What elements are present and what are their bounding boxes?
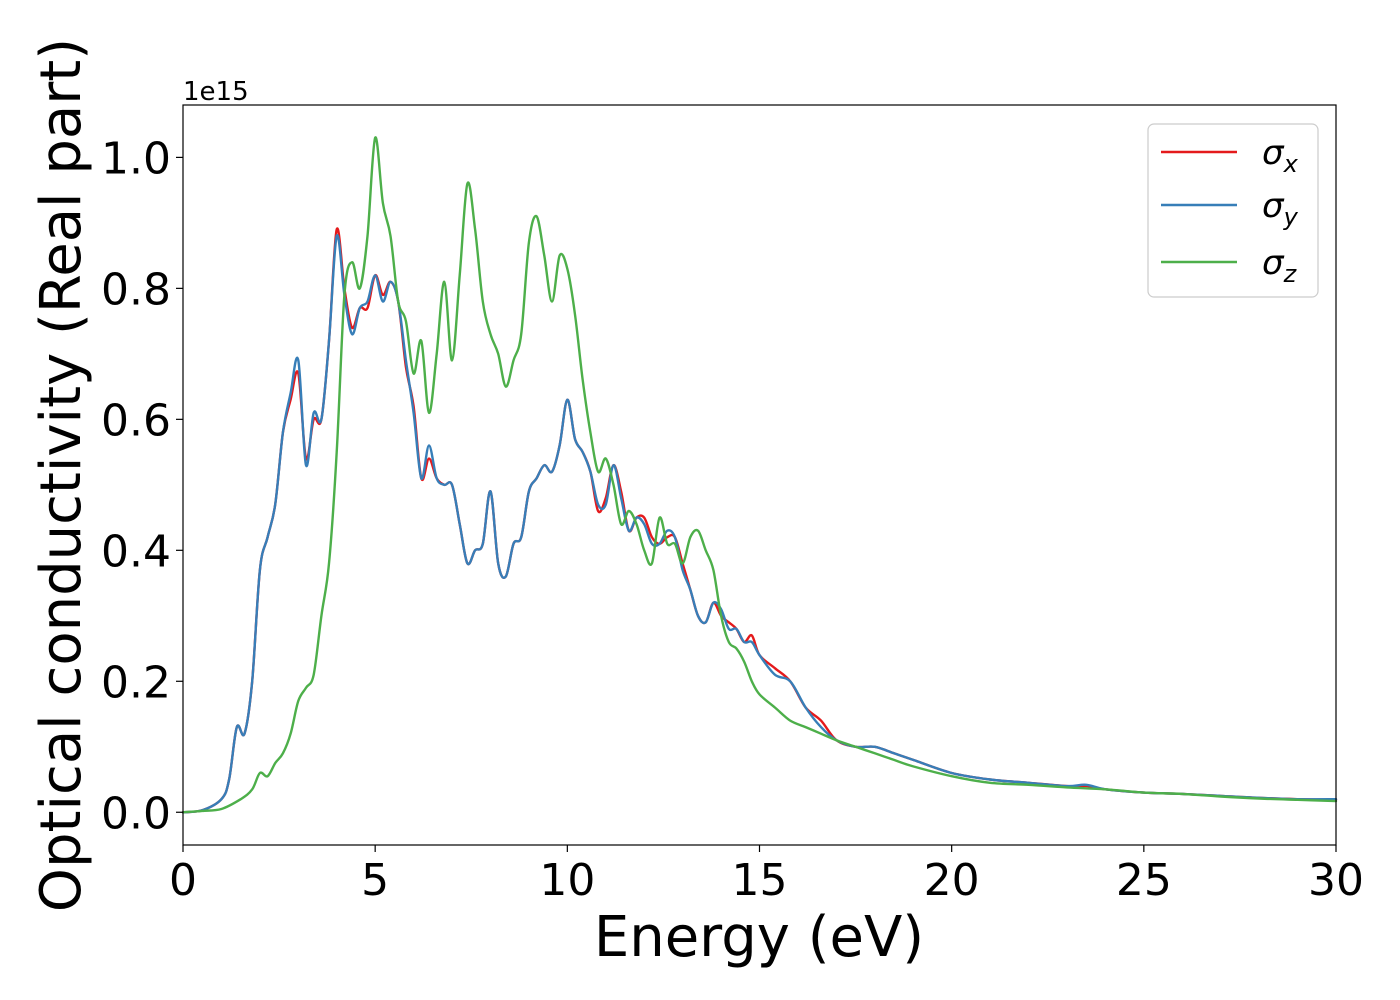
y-tick-label: 0.4 — [101, 526, 171, 577]
legend-box — [1147, 123, 1319, 298]
y-axis: 0.0 0.2 0.4 0.6 0.8 1.0 — [101, 133, 183, 839]
legend-label-x: σx — [1262, 133, 1299, 178]
x-tick-label: 30 — [1308, 855, 1364, 906]
x-tick-label: 25 — [1116, 855, 1172, 906]
y-tick-label: 1.0 — [101, 133, 171, 184]
x-tick-label: 15 — [732, 855, 788, 906]
y-tick-label: 0.8 — [101, 264, 171, 315]
y-tick-label: 0.6 — [101, 395, 171, 446]
legend-label-y: σy — [1262, 186, 1299, 231]
y-offset-label: 1e15 — [183, 77, 249, 107]
series-line-z — [181, 136, 1338, 814]
y-tick-label: 0.2 — [101, 657, 171, 708]
legend: σx σy σz — [1147, 123, 1319, 298]
plot-background — [183, 105, 1336, 845]
y-tick-label: 0.0 — [101, 788, 171, 839]
y-axis-label: Optical conductivity (Real part) — [29, 38, 94, 912]
x-axis: 0 5 10 15 20 25 30 — [169, 845, 1364, 906]
series-layer — [181, 136, 1338, 814]
x-tick-label: 20 — [924, 855, 980, 906]
x-tick-label: 5 — [361, 855, 389, 906]
legend-entries: σx σy σz — [1161, 133, 1299, 288]
legend-label-z: σz — [1262, 243, 1298, 288]
x-tick-label: 10 — [539, 855, 595, 906]
x-axis-label: Energy (eV) — [594, 905, 924, 970]
x-tick-label: 0 — [169, 855, 197, 906]
